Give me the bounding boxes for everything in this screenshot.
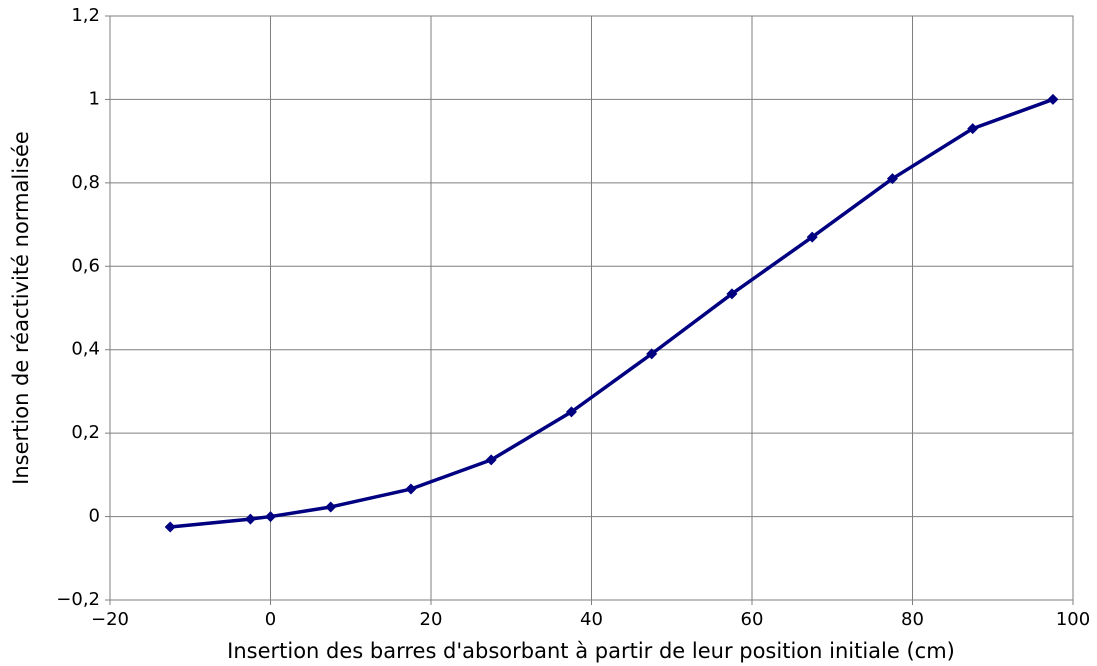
data-point xyxy=(726,288,738,300)
y-tick-label: 0,4 xyxy=(71,339,100,360)
plot-frame xyxy=(109,15,1074,601)
y-axis-title: Insertion de réactivité normalisée xyxy=(9,131,33,485)
data-line xyxy=(170,97,1054,529)
data-point xyxy=(325,501,337,513)
x-tick-label: 40 xyxy=(580,609,603,630)
y-tick-label: 0,8 xyxy=(71,172,100,193)
data-point xyxy=(886,173,898,185)
data-point xyxy=(565,406,577,418)
y-tick-label: 0,2 xyxy=(71,422,100,443)
data-point xyxy=(244,513,256,525)
data-point xyxy=(265,511,276,523)
data-point xyxy=(164,521,176,533)
y-tick-label: 1 xyxy=(89,88,100,109)
data-point xyxy=(646,348,658,360)
x-axis-title: Insertion des barres d'absorbant à parti… xyxy=(227,639,955,663)
y-tick-label: −0,2 xyxy=(56,589,100,610)
data-point xyxy=(1047,93,1059,105)
x-tick-label: 100 xyxy=(1056,609,1090,630)
x-tick-label: 80 xyxy=(901,609,924,630)
x-tick-label: −20 xyxy=(91,609,129,630)
data-point xyxy=(967,123,979,135)
data-point xyxy=(806,231,818,243)
x-tick-label: 0 xyxy=(265,609,276,630)
y-tick-label: 0,6 xyxy=(71,255,100,276)
data-point xyxy=(485,454,497,466)
y-tick-label: 1,2 xyxy=(71,5,100,26)
x-tick-label: 20 xyxy=(420,609,443,630)
x-tick-label: 60 xyxy=(741,609,764,630)
y-tick-label: 0 xyxy=(89,506,100,527)
data-point xyxy=(405,483,417,495)
